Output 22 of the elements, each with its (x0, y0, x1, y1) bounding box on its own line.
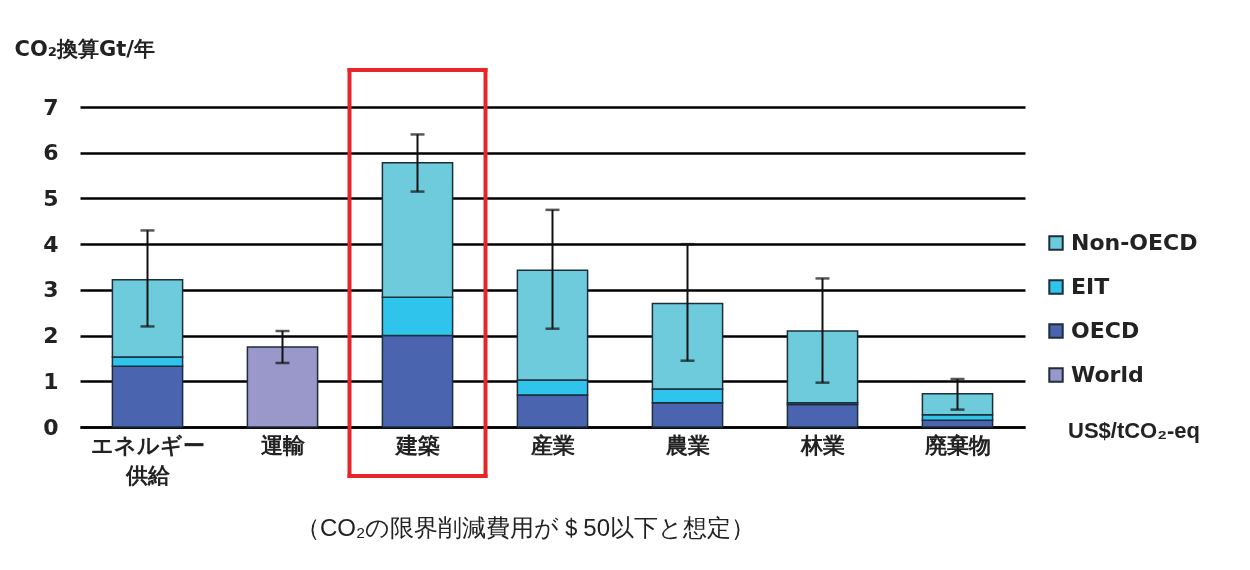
legend-label: EIT (1071, 274, 1110, 299)
x-tick-label: 農業 (664, 432, 710, 458)
y-tick-label: 0 (43, 414, 59, 440)
x-tick-label: 運輸 (260, 432, 306, 458)
legend-label: Non-OECD (1071, 230, 1198, 255)
y-tick-label: 6 (43, 140, 59, 166)
y-tick-label: 1 (43, 368, 59, 394)
x-tick-label: 産業 (529, 432, 575, 458)
text: （CO₂の限界削減費用が＄50以下と想定） (296, 513, 756, 543)
y-tick-label: 4 (43, 231, 59, 257)
y-tick-label: 7 (43, 94, 59, 120)
y-axis-title: CO₂換算Gt/年 (14, 36, 155, 61)
y-tick-label: 2 (43, 323, 59, 349)
legend-label: OECD (1071, 318, 1140, 343)
y-tick-label: 3 (43, 277, 59, 303)
legend-label: World (1071, 362, 1144, 387)
x-tick-label: 建築 (393, 432, 440, 458)
x-tick-label: 林業 (799, 432, 845, 458)
x-tick-label: エネルギー供給 (90, 432, 205, 488)
y-tick-label: 5 (43, 185, 59, 211)
text: US$/tCO₂-eq (1068, 418, 1201, 444)
x-tick-label: 廃棄物 (923, 432, 991, 458)
